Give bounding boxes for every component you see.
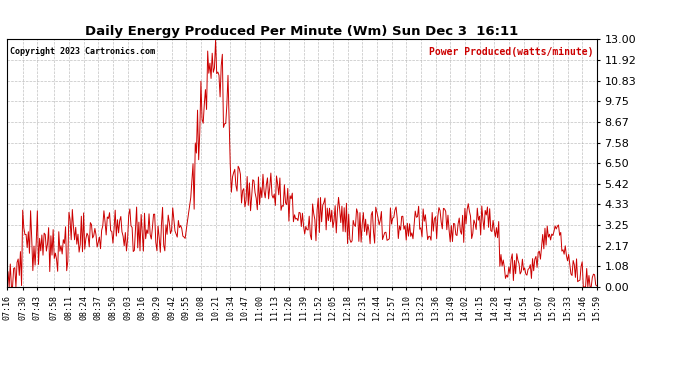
Title: Daily Energy Produced Per Minute (Wm) Sun Dec 3  16:11: Daily Energy Produced Per Minute (Wm) Su…	[86, 25, 518, 38]
Text: Power Produced(watts/minute): Power Produced(watts/minute)	[429, 47, 594, 57]
Text: Copyright 2023 Cartronics.com: Copyright 2023 Cartronics.com	[10, 47, 155, 56]
